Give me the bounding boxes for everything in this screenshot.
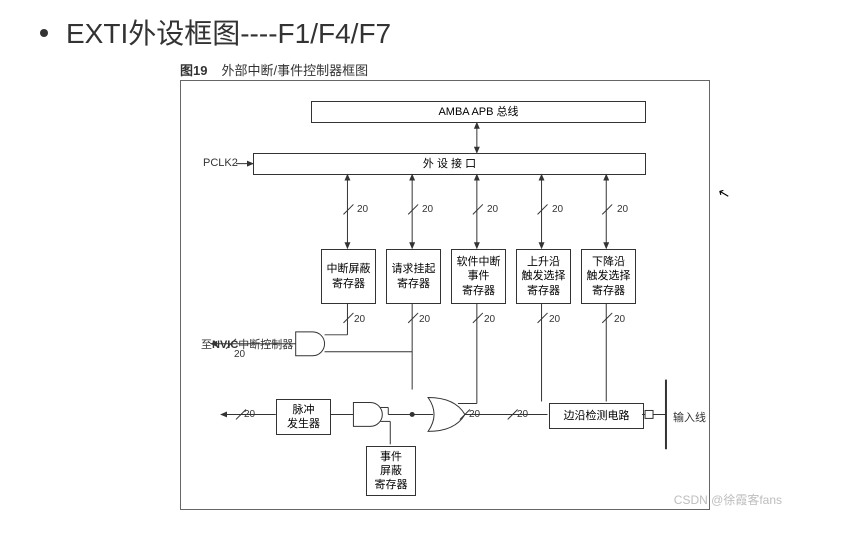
bus-width-12: 20 bbox=[244, 409, 255, 420]
amba-bus-label: AMBA APB 总线 bbox=[438, 105, 518, 119]
bus-width-5: 20 bbox=[617, 204, 628, 215]
interrupt-mask-register-box: 中断屏蔽 寄存器 bbox=[321, 249, 376, 304]
pulse-generator-label: 脉冲 发生器 bbox=[287, 403, 320, 432]
page-title: EXTI外设框图----F1/F4/F7 bbox=[40, 12, 391, 52]
bus-width-1: 20 bbox=[357, 204, 368, 215]
amba-bus-box: AMBA APB 总线 bbox=[311, 101, 646, 123]
input-line-label: 输入线 bbox=[673, 409, 706, 425]
pclk2-label: PCLK2 bbox=[203, 157, 238, 169]
bus-width-14: 20 bbox=[517, 409, 528, 420]
bus-width-7: 20 bbox=[419, 314, 430, 325]
pending-register-box: 请求挂起 寄存器 bbox=[386, 249, 441, 304]
watermark: CSDN @徐霞客fans bbox=[674, 491, 782, 508]
edge-detect-box: 边沿检测电路 bbox=[549, 403, 644, 429]
periph-interface-label: 外 设 接 口 bbox=[423, 157, 476, 171]
rising-edge-register-box: 上升沿 触发选择 寄存器 bbox=[516, 249, 571, 304]
rising-edge-register-label: 上升沿 触发选择 寄存器 bbox=[522, 255, 566, 298]
bus-width-9: 20 bbox=[549, 314, 560, 325]
figure-caption-text: 外部中断/事件控制器框图 bbox=[221, 63, 368, 78]
block-diagram: AMBA APB 总线 外 设 接 口 PCLK2 中断屏蔽 寄存器 请求挂起 … bbox=[180, 80, 710, 510]
bus-width-2: 20 bbox=[422, 204, 433, 215]
bus-width-3: 20 bbox=[487, 204, 498, 215]
periph-interface-box: 外 设 接 口 bbox=[253, 153, 646, 175]
sw-interrupt-register-label: 软件中断 事件 寄存器 bbox=[457, 255, 501, 298]
falling-edge-register-box: 下降沿 触发选择 寄存器 bbox=[581, 249, 636, 304]
bus-width-8: 20 bbox=[484, 314, 495, 325]
event-mask-register-label: 事件 屏蔽 寄存器 bbox=[375, 450, 408, 493]
figure-caption: 图19 外部中断/事件控制器框图 bbox=[180, 60, 368, 79]
bus-width-13: 20 bbox=[469, 409, 480, 420]
bullet-dot bbox=[40, 29, 48, 37]
cursor-icon: ↖ bbox=[716, 184, 732, 203]
bus-width-10: 20 bbox=[614, 314, 625, 325]
edge-detect-label: 边沿检测电路 bbox=[564, 409, 630, 423]
event-mask-register-box: 事件 屏蔽 寄存器 bbox=[366, 446, 416, 496]
bus-width-11: 20 bbox=[234, 349, 245, 360]
sw-interrupt-register-box: 软件中断 事件 寄存器 bbox=[451, 249, 506, 304]
bus-width-6: 20 bbox=[354, 314, 365, 325]
pending-register-label: 请求挂起 寄存器 bbox=[392, 262, 436, 291]
pulse-generator-box: 脉冲 发生器 bbox=[276, 399, 331, 435]
title-text: EXTI外设框图----F1/F4/F7 bbox=[66, 18, 391, 49]
figure-number: 图19 bbox=[180, 63, 207, 78]
interrupt-mask-register-label: 中断屏蔽 寄存器 bbox=[327, 262, 371, 291]
bus-width-4: 20 bbox=[552, 204, 563, 215]
falling-edge-register-label: 下降沿 触发选择 寄存器 bbox=[587, 255, 631, 298]
to-nvic-label: 至NVIC中断控制器 bbox=[201, 336, 293, 352]
